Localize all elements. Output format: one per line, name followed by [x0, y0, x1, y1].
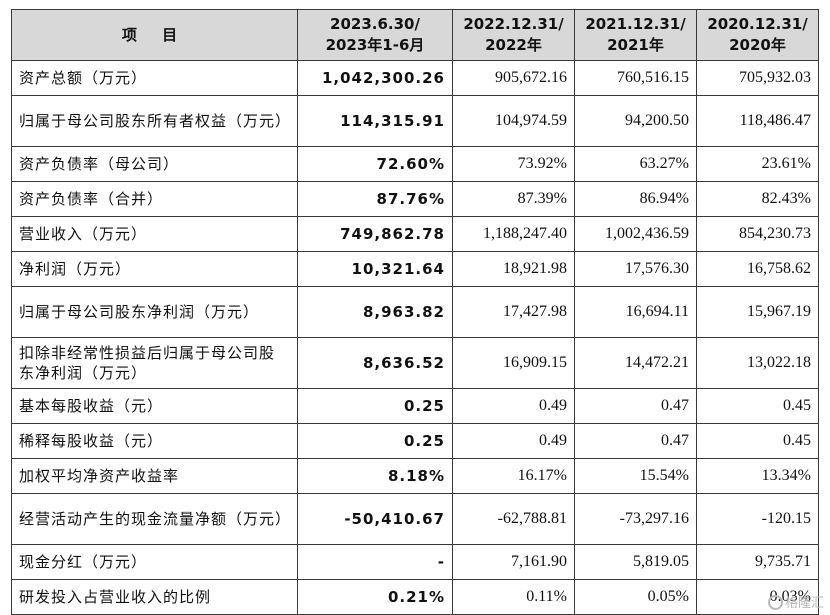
watermark-logo-icon — [767, 595, 783, 610]
cell-2023h1: 72.60% — [297, 146, 453, 182]
row-label: 经营活动产生的现金流量净额（万元） — [11, 493, 298, 545]
cell-2021: -73,297.16 — [574, 493, 697, 545]
header-item: 项 目 — [11, 9, 298, 61]
table-row: 归属于母公司股东净利润（万元） 8,963.82 17,427.98 16,69… — [11, 286, 819, 338]
cell-2022: 7,161.90 — [452, 544, 575, 580]
table-row: 资产负债率（合并） 87.76% 87.39% 86.94% 82.43% — [11, 181, 819, 217]
cell-2023h1: 1,042,300.26 — [297, 60, 453, 96]
cell-2022: 18,921.98 — [452, 251, 575, 287]
cell-2021: 0.05% — [574, 579, 697, 615]
table-row: 加权平均净资产收益率 8.18% 16.17% 15.54% 13.34% — [11, 458, 819, 494]
cell-2022: 0.11% — [452, 579, 575, 615]
row-label: 稀释每股收益（元） — [11, 423, 298, 459]
row-label: 资产总额（万元） — [11, 60, 298, 96]
cell-2022: 16,909.15 — [452, 337, 575, 389]
header-2023h1: 2023.6.30/2023年1-6月 — [297, 9, 453, 61]
cell-2021: 0.47 — [574, 388, 697, 424]
cell-2020: 23.61% — [696, 146, 819, 182]
cell-2020: 9,735.71 — [696, 544, 819, 580]
cell-2021: 14,472.21 — [574, 337, 697, 389]
row-label: 现金分红（万元） — [11, 544, 298, 580]
cell-2022: 1,188,247.40 — [452, 216, 575, 252]
row-label: 基本每股收益（元） — [11, 388, 298, 424]
financial-summary-table: 项 目 2023.6.30/2023年1-6月 2022.12.31/2022年… — [11, 9, 819, 615]
cell-2023h1: -50,410.67 — [297, 493, 453, 545]
cell-2023h1: 8.18% — [297, 458, 453, 494]
row-label: 营业收入（万元） — [11, 216, 298, 252]
cell-2020: -120.15 — [696, 493, 819, 545]
cell-2023h1: 749,862.78 — [297, 216, 453, 252]
header-2020: 2020.12.31/2020年 — [696, 9, 819, 61]
cell-2020: 0.45 — [696, 423, 819, 459]
cell-2022: 104,974.59 — [452, 95, 575, 147]
cell-2022: 73.92% — [452, 146, 575, 182]
cell-2020: 13,022.18 — [696, 337, 819, 389]
row-label: 归属于母公司股东净利润（万元） — [11, 286, 298, 338]
cell-2020: 16,758.62 — [696, 251, 819, 287]
cell-2022: 0.49 — [452, 423, 575, 459]
cell-2021: 5,819.05 — [574, 544, 697, 580]
cell-2023h1: 0.25 — [297, 388, 453, 424]
cell-2023h1: 114,315.91 — [297, 95, 453, 147]
cell-2020: 82.43% — [696, 181, 819, 217]
cell-2022: 905,672.16 — [452, 60, 575, 96]
cell-2022: 0.49 — [452, 388, 575, 424]
cell-2022: 16.17% — [452, 458, 575, 494]
cell-2020: 0.45 — [696, 388, 819, 424]
table-row: 资产负债率（母公司） 72.60% 73.92% 63.27% 23.61% — [11, 146, 819, 182]
cell-2021: 63.27% — [574, 146, 697, 182]
table-row: 资产总额（万元） 1,042,300.26 905,672.16 760,516… — [11, 60, 819, 96]
cell-2023h1: 10,321.64 — [297, 251, 453, 287]
watermark: 格隆汇 — [767, 592, 824, 611]
table-header-row: 项 目 2023.6.30/2023年1-6月 2022.12.31/2022年… — [11, 9, 819, 61]
cell-2023h1: 0.25 — [297, 423, 453, 459]
cell-2020: 13.34% — [696, 458, 819, 494]
table-row: 基本每股收益（元） 0.25 0.49 0.47 0.45 — [11, 388, 819, 424]
row-label: 资产负债率（合并） — [11, 181, 298, 217]
table-row: 扣除非经常性损益后归属于母公司股东净利润（万元） 8,636.52 16,909… — [11, 337, 819, 389]
cell-2021: 94,200.50 — [574, 95, 697, 147]
cell-2020: 705,932.03 — [696, 60, 819, 96]
table-row: 稀释每股收益（元） 0.25 0.49 0.47 0.45 — [11, 423, 819, 459]
row-label: 净利润（万元） — [11, 251, 298, 287]
header-2022: 2022.12.31/2022年 — [452, 9, 575, 61]
cell-2021: 16,694.11 — [574, 286, 697, 338]
cell-2021: 86.94% — [574, 181, 697, 217]
row-label: 资产负债率（母公司） — [11, 146, 298, 182]
cell-2022: 87.39% — [452, 181, 575, 217]
cell-2021: 15.54% — [574, 458, 697, 494]
watermark-text: 格隆汇 — [784, 596, 824, 611]
row-label: 扣除非经常性损益后归属于母公司股东净利润（万元） — [11, 337, 298, 389]
cell-2023h1: 8,963.82 — [297, 286, 453, 338]
cell-2021: 760,516.15 — [574, 60, 697, 96]
cell-2020: 15,967.19 — [696, 286, 819, 338]
header-2021: 2021.12.31/2021年 — [574, 9, 697, 61]
cell-2020: 118,486.47 — [696, 95, 819, 147]
table-row: 净利润（万元） 10,321.64 18,921.98 17,576.30 16… — [11, 251, 819, 287]
cell-2023h1: 8,636.52 — [297, 337, 453, 389]
table-row: 现金分红（万元） - 7,161.90 5,819.05 9,735.71 — [11, 544, 819, 580]
row-label: 归属于母公司股东所有者权益（万元） — [11, 95, 298, 147]
cell-2020: 854,230.73 — [696, 216, 819, 252]
cell-2021: 0.47 — [574, 423, 697, 459]
row-label: 加权平均净资产收益率 — [11, 458, 298, 494]
cell-2023h1: - — [297, 544, 453, 580]
table-row: 营业收入（万元） 749,862.78 1,188,247.40 1,002,4… — [11, 216, 819, 252]
cell-2023h1: 87.76% — [297, 181, 453, 217]
cell-2021: 17,576.30 — [574, 251, 697, 287]
table-row: 经营活动产生的现金流量净额（万元） -50,410.67 -62,788.81 … — [11, 493, 819, 545]
cell-2023h1: 0.21% — [297, 579, 453, 615]
table-row: 研发投入占营业收入的比例 0.21% 0.11% 0.05% 0.03% — [11, 579, 819, 615]
row-label: 研发投入占营业收入的比例 — [11, 579, 298, 615]
cell-2022: 17,427.98 — [452, 286, 575, 338]
cell-2021: 1,002,436.59 — [574, 216, 697, 252]
cell-2022: -62,788.81 — [452, 493, 575, 545]
table-row: 归属于母公司股东所有者权益（万元） 114,315.91 104,974.59 … — [11, 95, 819, 147]
